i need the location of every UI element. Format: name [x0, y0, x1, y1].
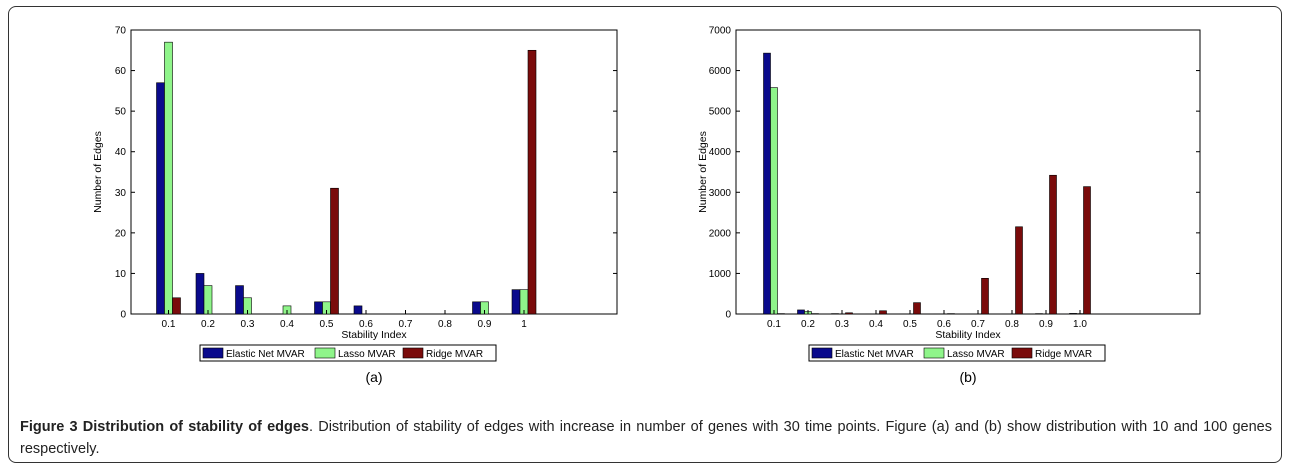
bar-lasso: [203, 285, 213, 315]
x-tick-label: 0.1: [767, 319, 781, 330]
legend-label: Lasso MVAR: [338, 349, 396, 360]
y-tick-label: 4000: [709, 147, 732, 158]
bar-ridge: [913, 302, 921, 315]
legend-label: Elastic Net MVAR: [226, 349, 305, 360]
y-axis-label: Number of Edges: [697, 131, 709, 213]
caption-title: Figure 3 Distribution of stability of ed…: [20, 419, 309, 435]
bar-ridge: [527, 49, 537, 315]
y-tick-label: 7000: [709, 26, 732, 37]
bar-ridge: [330, 187, 339, 315]
bar-ridge: [1083, 186, 1091, 315]
chart-panel-2: 0 1000 2000 3000 4000 5000 6000 7000 0.1 0.2 0.3 0.…: [697, 26, 1201, 385]
y-tick-label: 5000: [709, 107, 732, 118]
bar-ridge: [879, 310, 887, 315]
y-tick-label: 60: [115, 66, 127, 77]
legend-swatch-ridge: [402, 347, 424, 359]
y-tick-label: 10: [115, 269, 127, 280]
legend-label: Lasso MVAR: [947, 349, 1005, 360]
x-axis-label: Stability Index: [341, 329, 407, 341]
y-tick-label: 40: [115, 147, 127, 158]
x-tick-label: 0.9: [478, 319, 492, 330]
x-tick-label: 0.4: [869, 319, 883, 330]
legend-swatch-elastic_net: [202, 347, 224, 359]
bar-elastic_net: [511, 289, 521, 315]
bar-ridge: [981, 277, 989, 315]
legend-label: Elastic Net MVAR: [835, 349, 914, 360]
x-tick-label: 1: [521, 319, 527, 330]
x-tick-label: 0.3: [835, 319, 849, 330]
chart-panel-1: 0 10 20 30 40 50 60 70 0.1 0.2 0.3 0.4 0.5 0.6 0.7 0.8 0…: [92, 26, 618, 385]
x-tick-label: 0.6: [359, 319, 373, 330]
legend-label: Ridge MVAR: [1035, 349, 1092, 360]
x-tick-label: 0.5: [903, 319, 917, 330]
bar-elastic_net: [156, 82, 165, 315]
bar-ridge: [1015, 226, 1023, 315]
x-tick-label: 0.5: [320, 319, 334, 330]
x-tick-label: 0.7: [399, 319, 413, 330]
bar-ridge: [1049, 174, 1057, 315]
x-tick-label: 0.4: [280, 319, 294, 330]
x-tick-label: 0.1: [162, 319, 176, 330]
x-tick-label: 0.7: [971, 319, 985, 330]
panel-label: (b): [959, 369, 976, 385]
y-tick-label: 3000: [709, 188, 732, 199]
bar-elastic_net: [353, 305, 363, 315]
caption-text: . Distribution of stability of edges wit…: [20, 419, 1272, 457]
bar-ridge: [845, 312, 853, 315]
x-tick-label: 0.6: [937, 319, 951, 330]
bar-elastic_net: [472, 301, 481, 315]
legend-swatch-elastic_net: [811, 347, 833, 359]
x-tick-label: 1.0: [1073, 319, 1087, 330]
bar-ridge: [172, 297, 181, 315]
y-axis-label: Number of Edges: [92, 131, 104, 213]
x-tick-label: 0.9: [1039, 319, 1053, 330]
x-tick-label: 0.2: [201, 319, 215, 330]
y-tick-label: 6000: [709, 66, 732, 77]
y-tick-label: 1000: [709, 269, 732, 280]
bar-lasso: [770, 87, 778, 315]
y-tick-label: 2000: [709, 228, 732, 239]
bar-elastic_net: [1069, 313, 1077, 315]
figure-caption: Figure 3 Distribution of stability of ed…: [20, 416, 1272, 460]
bar-elastic_net: [797, 309, 805, 315]
bar-lasso: [164, 41, 173, 315]
bar-elastic_net: [195, 273, 205, 315]
legend-swatch-ridge: [1011, 347, 1033, 359]
y-tick-label: 50: [115, 107, 127, 118]
legend-swatch-lasso: [314, 347, 336, 359]
plot-area: [130, 29, 618, 315]
x-tick-label: 0.2: [801, 319, 815, 330]
y-tick-label: 20: [115, 228, 127, 239]
legend: Elastic Net MVAR Lasso MVAR Ridge MVAR: [199, 344, 497, 362]
bar-elastic_net: [235, 285, 244, 315]
plot-area: [735, 29, 1201, 315]
y-tick-label: 70: [115, 26, 127, 37]
legend-label: Ridge MVAR: [426, 349, 483, 360]
x-tick-label: 0.3: [241, 319, 255, 330]
bar-elastic_net: [314, 301, 323, 315]
figure-frame: [8, 6, 1282, 463]
panel-label: (a): [365, 369, 382, 385]
legend-swatch-lasso: [923, 347, 945, 359]
x-tick-label: 0.8: [1005, 319, 1019, 330]
y-tick-label: 30: [115, 188, 127, 199]
x-tick-label: 0.8: [438, 319, 452, 330]
legend: Elastic Net MVAR Lasso MVAR Ridge MVAR: [808, 344, 1106, 362]
y-tick-label: 0: [725, 310, 731, 321]
y-tick-label: 0: [120, 310, 126, 321]
x-axis-label: Stability Index: [935, 329, 1001, 341]
bar-elastic_net: [763, 52, 771, 315]
